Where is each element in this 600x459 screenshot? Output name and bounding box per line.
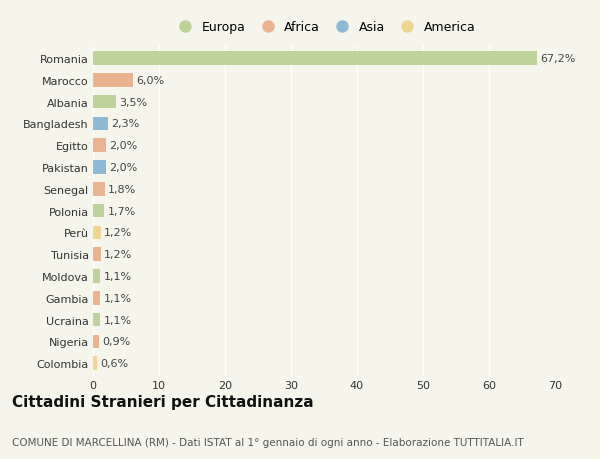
Text: 2,0%: 2,0% xyxy=(110,141,138,151)
Bar xyxy=(93,139,106,153)
Bar xyxy=(93,74,133,87)
Text: 6,0%: 6,0% xyxy=(136,76,164,86)
Text: 1,1%: 1,1% xyxy=(104,315,131,325)
Bar xyxy=(93,357,97,370)
Text: 1,2%: 1,2% xyxy=(104,228,133,238)
Bar xyxy=(93,291,100,305)
Legend: Europa, Africa, Asia, America: Europa, Africa, Asia, America xyxy=(170,18,478,36)
Bar xyxy=(93,313,100,327)
Text: 1,1%: 1,1% xyxy=(104,293,131,303)
Text: 0,6%: 0,6% xyxy=(100,358,128,368)
Bar xyxy=(93,183,105,196)
Text: 1,8%: 1,8% xyxy=(108,185,136,195)
Text: 1,7%: 1,7% xyxy=(107,206,136,216)
Bar xyxy=(93,204,104,218)
Bar xyxy=(93,161,106,174)
Bar xyxy=(93,335,99,348)
Bar xyxy=(93,118,108,131)
Bar xyxy=(93,248,101,261)
Text: 2,3%: 2,3% xyxy=(112,119,140,129)
Text: 2,0%: 2,0% xyxy=(110,162,138,173)
Bar xyxy=(93,226,101,240)
Text: 3,5%: 3,5% xyxy=(119,97,148,107)
Text: 0,9%: 0,9% xyxy=(102,336,130,347)
Text: Cittadini Stranieri per Cittadinanza: Cittadini Stranieri per Cittadinanza xyxy=(12,394,314,409)
Bar xyxy=(93,269,100,283)
Text: 1,1%: 1,1% xyxy=(104,271,131,281)
Bar xyxy=(93,52,536,66)
Bar xyxy=(93,95,116,109)
Text: 1,2%: 1,2% xyxy=(104,250,133,260)
Text: COMUNE DI MARCELLINA (RM) - Dati ISTAT al 1° gennaio di ogni anno - Elaborazione: COMUNE DI MARCELLINA (RM) - Dati ISTAT a… xyxy=(12,437,524,447)
Text: 67,2%: 67,2% xyxy=(540,54,575,64)
